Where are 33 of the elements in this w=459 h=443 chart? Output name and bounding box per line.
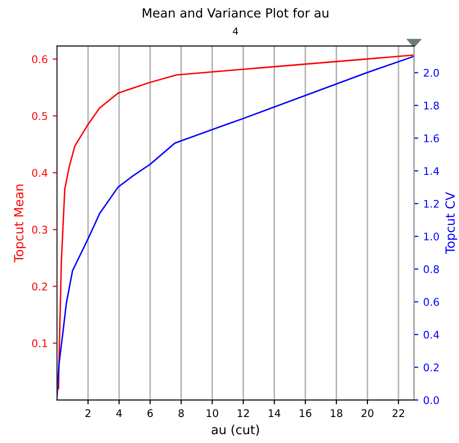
y2-tick-label: 1.6: [424, 134, 439, 142]
y2-tick-label: 1.0: [424, 232, 439, 240]
y2-tick-label: 2.0: [424, 68, 439, 77]
y-axis-title: Topcut Mean: [14, 184, 26, 262]
chart-title: Mean and Variance Plot for au: [142, 8, 328, 18]
y2-axis-title: Topcut CV: [445, 192, 458, 254]
x-tick-label: 2: [85, 409, 90, 417]
x-tick-label: 22: [392, 409, 404, 417]
x-tick-label: 20: [362, 409, 374, 418]
x-tick-label: 6: [148, 409, 153, 418]
y-tick-label: 0.5: [32, 112, 48, 120]
y2-tick-label: 0.8: [424, 265, 439, 274]
x-tick-label: 10: [206, 409, 218, 418]
y2-tick-label: 1.2: [424, 200, 439, 208]
y-tick-label: 0.2: [32, 282, 47, 290]
x-tick-label: 18: [330, 409, 342, 418]
y2-tick-label: 0.4: [424, 330, 440, 339]
y-tick-label: 0.4: [32, 168, 48, 177]
y-tick-label: 0.1: [32, 339, 48, 348]
y2-tick-label: 0.2: [424, 363, 439, 372]
x-tick-label: 4: [116, 409, 122, 417]
x-tick-label: 14: [268, 409, 280, 417]
x-tick-label: 12: [238, 409, 249, 417]
chart-subtitle: 4: [232, 28, 238, 35]
x-tick-label: 16: [300, 409, 312, 418]
y2-tick-label: 0.6: [424, 298, 439, 306]
x-axis-title: au (cut): [212, 424, 259, 436]
y-tick-label: 0.3: [32, 226, 48, 234]
y2-tick-label: 1.8: [424, 102, 439, 110]
y2-tick-label: 1.4: [424, 167, 440, 175]
y-tick-label: 0.6: [32, 55, 48, 64]
y2-tick-label: 0.0: [424, 396, 439, 404]
x-tick-label: 8: [178, 409, 184, 418]
